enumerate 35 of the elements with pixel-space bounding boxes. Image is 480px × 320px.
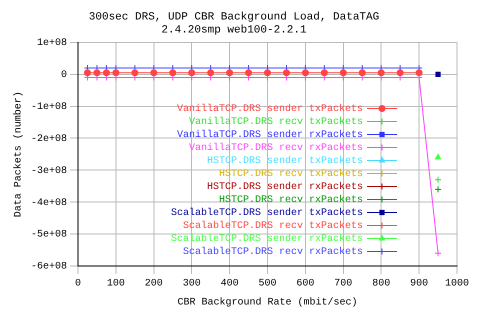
y-tick-label: -1e+08: [30, 102, 68, 113]
y-tick-label: -4e+08: [30, 198, 68, 209]
legend-label: ScalableTCP.DRS recv txPackets: [182, 220, 363, 232]
y-axis-title: Data Packets (number): [12, 91, 25, 218]
x-tick-label: 0: [75, 278, 82, 290]
y-tick-label: -6e+08: [30, 262, 68, 273]
x-tick-label: 800: [372, 278, 390, 290]
x-tick-label: 500: [258, 278, 277, 290]
x-tick-label: 900: [410, 278, 428, 290]
y-tick-label: -3e+08: [30, 166, 68, 177]
legend-label: HSTCP.DRS recv rxPackets: [218, 194, 363, 206]
y-tick-label: -5e+08: [30, 230, 68, 241]
legend-label: HSTCP.DRS sender rxPackets: [206, 181, 363, 194]
x-tick-label: 200: [144, 278, 163, 290]
y-tick-label: 1e+08: [36, 38, 68, 50]
legend-label: VanillaTCP.DRS sender txPackets: [176, 103, 363, 116]
legend-label: VanillaTCP.DRS recv txPackets: [188, 116, 363, 128]
x-tick-label: 400: [220, 278, 239, 290]
chart-subtitle: 2.4.20smp web100-2.2.1: [161, 24, 308, 37]
y-tick-label: -2e+08: [30, 134, 68, 145]
x-tick-label: 300: [182, 278, 201, 290]
legend-label: VanillaTCP.DRS recv rxPackets: [188, 142, 363, 154]
legend-label: HSTCP.DRS sender txPackets: [206, 155, 363, 168]
legend-label: VanillaTCP.DRS sender rxPackets: [176, 129, 363, 142]
legend-label: HSTCP.DRS recv txPackets: [218, 168, 363, 180]
chart-title: 300sec DRS, UDP CBR Background Load, DataTAG: [88, 12, 380, 24]
x-tick-label: 100: [106, 278, 125, 290]
x-tick-label: 1000: [444, 278, 470, 290]
legend-label: ScalableTCP.DRS sender txPackets: [170, 207, 363, 220]
x-tick-label: 600: [296, 278, 314, 290]
x-tick-label: 700: [334, 278, 352, 290]
y-tick-label: 0: [60, 70, 68, 81]
legend-label: ScalableTCP.DRS recv rxPackets: [182, 246, 363, 258]
legend-label: ScalableTCP.DRS sender rxPackets: [170, 233, 363, 246]
x-axis-title: CBR Background Rate (mbit/sec): [177, 296, 358, 309]
